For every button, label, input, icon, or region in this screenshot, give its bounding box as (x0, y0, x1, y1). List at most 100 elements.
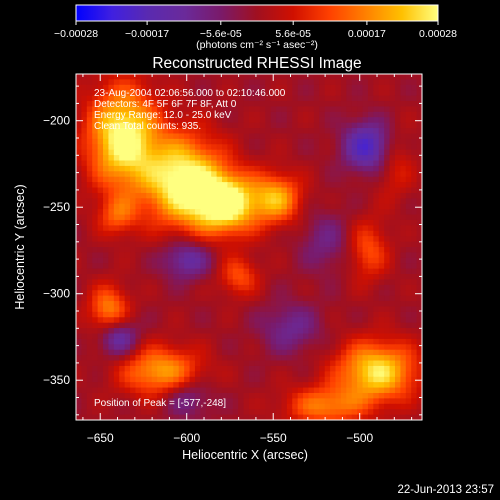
heatmap-cell (411, 306, 418, 313)
heatmap-cell (276, 284, 283, 291)
heatmap-cell (400, 225, 407, 232)
heatmap-cell (151, 387, 158, 394)
heatmap-cell (184, 187, 191, 194)
heatmap-cell (297, 165, 304, 172)
heatmap-cell (76, 106, 83, 113)
heatmap-cell (276, 355, 283, 362)
heatmap-cell (416, 392, 422, 399)
heatmap-cell (297, 84, 304, 91)
heatmap-cell (357, 333, 364, 340)
heatmap-cell (319, 268, 326, 275)
heatmap-cell (346, 165, 353, 172)
heatmap-cell (357, 328, 364, 335)
heatmap-cell (162, 176, 169, 183)
heatmap-cell (135, 279, 142, 286)
heatmap-cell (281, 187, 288, 194)
heatmap-cell (384, 311, 391, 318)
heatmap-cell (130, 387, 137, 394)
heatmap-cell (308, 95, 315, 102)
heatmap-cell (243, 128, 250, 135)
heatmap-cell (130, 360, 137, 367)
heatmap-cell (384, 247, 391, 254)
heatmap-cell (324, 138, 331, 145)
heatmap-cell (378, 209, 385, 216)
heatmap-cell (405, 176, 412, 183)
heatmap-cell (394, 284, 401, 291)
heatmap-cell (108, 182, 115, 189)
heatmap-cell (346, 182, 353, 189)
heatmap-cell (178, 106, 185, 113)
heatmap-cell (367, 95, 374, 102)
heatmap-cell (330, 241, 337, 248)
heatmap-cell (189, 284, 196, 291)
heatmap-cell (373, 176, 380, 183)
heatmap-cell (292, 144, 299, 151)
heatmap-cell (265, 230, 272, 237)
heatmap-cell (221, 392, 228, 399)
heatmap-cell (216, 257, 223, 264)
heatmap-cell (362, 398, 369, 405)
heatmap-cell (162, 101, 169, 108)
heatmap-cell (259, 247, 266, 254)
heatmap-cell (270, 176, 277, 183)
heatmap-cell (238, 311, 245, 318)
heatmap-cell (384, 317, 391, 324)
heatmap-cell (330, 128, 337, 135)
heatmap-cell (140, 241, 147, 248)
heatmap-cell (249, 209, 256, 216)
heatmap-cell (119, 284, 126, 291)
heatmap-cell (389, 311, 396, 318)
heatmap-cell (151, 182, 158, 189)
heatmap-cell (113, 306, 120, 313)
heatmap-cell (259, 203, 266, 210)
heatmap-cell (130, 403, 137, 410)
heatmap-cell (76, 79, 83, 86)
heatmap-cell (286, 376, 293, 383)
heatmap-cell (216, 192, 223, 199)
heatmap-cell (221, 263, 228, 270)
heatmap-cell (373, 138, 380, 145)
heatmap-cell (167, 241, 174, 248)
heatmap-cell (400, 317, 407, 324)
heatmap-cell (324, 160, 331, 167)
heatmap-cell (335, 414, 342, 420)
heatmap-cell (167, 182, 174, 189)
heatmap-cell (276, 398, 283, 405)
heatmap-cell (400, 301, 407, 308)
heatmap-cell (297, 398, 304, 405)
heatmap-cell (249, 365, 256, 372)
heatmap-cell (340, 355, 347, 362)
heatmap-cell (362, 192, 369, 199)
heatmap-cell (184, 84, 191, 91)
heatmap-cell (378, 225, 385, 232)
heatmap-cell (351, 84, 358, 91)
heatmap-cell (286, 101, 293, 108)
heatmap-cell (400, 171, 407, 178)
heatmap-cell (373, 144, 380, 151)
heatmap-cell (297, 306, 304, 313)
heatmap-cell (249, 133, 256, 140)
heatmap-cell (416, 95, 422, 102)
heatmap-cell (270, 192, 277, 199)
heatmap-cell (384, 149, 391, 156)
heatmap-cell (221, 387, 228, 394)
heatmap-cell (205, 198, 212, 205)
heatmap-cell (157, 371, 164, 378)
heatmap-cell (313, 295, 320, 302)
heatmap-cell (281, 328, 288, 335)
heatmap-cell (313, 344, 320, 351)
heatmap-cell (254, 101, 261, 108)
heatmap-cell (81, 311, 88, 318)
heatmap-cell (76, 279, 83, 286)
heatmap-cell (259, 333, 266, 340)
heatmap-cell (249, 257, 256, 264)
heatmap-cell (357, 176, 364, 183)
heatmap-cell (178, 84, 185, 91)
heatmap-cell (281, 155, 288, 162)
heatmap-cell (205, 295, 212, 302)
heatmap-cell (303, 392, 310, 399)
heatmap-cell (178, 101, 185, 108)
heatmap-cell (254, 295, 261, 302)
heatmap-cell (276, 106, 283, 113)
heatmap-cell (281, 338, 288, 345)
